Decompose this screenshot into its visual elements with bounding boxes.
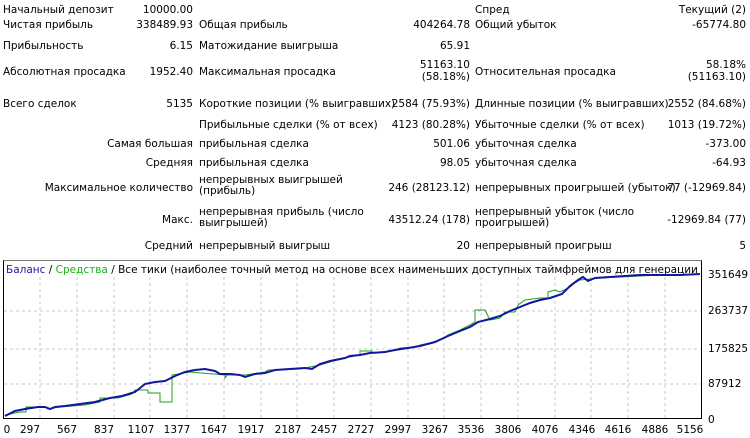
largest-loss-label: убыточная сделка [475,138,577,150]
gross-profit-label: Общая прибыль [199,19,288,31]
largest-loss-value: -373.00 [705,138,746,150]
spread-value: Текущий (2) [678,4,746,16]
initial-deposit-label: Начальный депозит [3,4,114,16]
max-count-prefix: Максимальное количество [44,182,193,194]
y-tick-label: 263737 [708,305,749,317]
avg-prefix: Средний [144,240,193,252]
x-tick-label: 3267 [421,424,449,436]
gross-loss-label: Общий убыток [475,19,557,31]
abs-drawdown-value: 1952.40 [149,66,193,78]
loss-trades-value: 1013 (19.72%) [667,119,746,131]
y-tick-label: 351649 [708,269,749,281]
x-tick-label: 1107 [127,424,155,436]
avg-consecutive-loss-label: непрерывный проигрыш [475,240,612,252]
max-drawdown-value-pct: (58.18%) [421,71,470,83]
profit-factor-value: 6.15 [169,40,193,52]
net-profit-label: Чистая прибыль [3,19,94,31]
max-consecutive-wins-label: непрерывных выигрышей (прибыль) [199,174,343,197]
x-tick-label: 837 [93,424,115,436]
gross-loss-value: -65774.80 [692,19,746,31]
largest-prefix: Самая большая [107,138,193,150]
max-consecutive-profit-label: непрерывная прибыль (число выигрышей) [199,206,364,229]
rel-drawdown-label: Относительная просадка [475,66,616,78]
average-loss-label: убыточная сделка [475,157,577,169]
x-tick-label: 297 [19,424,41,436]
max-drawdown-value-abs: 51163.10 [419,59,470,71]
chart-title-sep: / [45,264,56,276]
long-positions-label: Длинные позиции (% выигравших) [475,98,669,110]
x-tick-label: 1647 [200,424,228,436]
average-prefix: Средняя [145,157,193,169]
short-positions-value: 2584 (75.93%) [391,98,470,110]
x-tick-label: 4616 [604,424,632,436]
average-profit-value: 98.05 [439,157,470,169]
average-profit-label: прибыльная сделка [199,157,309,169]
net-profit-value: 338489.93 [136,19,193,31]
spread-label: Спред [475,4,510,16]
max-drawdown-label: Максимальная просадка [199,66,336,78]
gross-profit-value: 404264.78 [413,19,470,31]
chart-title-balance: Баланс [6,264,46,276]
max-consecutive-loss-label: непрерывный убыток (число проигрышей) [475,206,635,229]
x-tick-label: 2997 [384,424,412,436]
report-stats: Начальный депозит 10000.00 Спред Текущий… [3,4,746,252]
largest-profit-label: прибыльная сделка [199,138,309,150]
total-trades-value: 5135 [166,98,193,110]
largest-profit-value: 501.06 [433,138,470,150]
y-tick-label: 87912 [708,378,742,390]
x-tick-label: 3806 [494,424,522,436]
max-consecutive-losses-label: непрерывных проигрышей (убыток) [475,182,676,194]
y-tick-label: 0 [708,414,715,426]
chart-grid [4,277,701,418]
x-tick-label: 1377 [163,424,191,436]
profit-factor-label: Прибыльность [3,40,84,52]
profit-trades-value: 4123 (80.28%) [391,119,470,131]
x-tick-label: 2457 [310,424,338,436]
abs-drawdown-label: Абсолютная просадка [3,66,126,78]
x-tick-label: 2187 [274,424,302,436]
x-tick-label: 4346 [568,424,596,436]
max-consecutive-losses-value: 77 (-12969.84) [667,182,746,194]
max-consecutive-profit-value: 43512.24 (178) [388,214,470,226]
balance-line [4,273,701,417]
x-tick-label: 2727 [347,424,375,436]
x-tick-label: 5156 [676,424,704,436]
y-tick-label: 175825 [708,343,749,355]
balance-chart [3,260,702,419]
expected-payoff-value: 65.91 [439,40,470,52]
avg-consecutive-loss-value: 5 [739,240,746,252]
max-prefix: Макс. [162,214,193,226]
expected-payoff-label: Матожидание выигрыша [199,40,339,52]
x-tick-label: 567 [56,424,78,436]
total-trades-label: Всего сделок [3,98,77,110]
max-consecutive-loss-value: -12969.84 (77) [667,214,746,226]
rel-drawdown-value-abs: (51163.10) [687,71,746,83]
avg-consecutive-win-label: непрерывный выигрыш [199,240,331,252]
short-positions-label: Короткие позиции (% выигравших) [199,98,396,110]
avg-consecutive-win-value: 20 [456,240,470,252]
rel-drawdown-value-pct: 58.18% [705,59,746,71]
x-tick-label: 0 [3,424,11,436]
loss-trades-label: Убыточные сделки (% от всех) [475,119,645,131]
long-positions-value: 2552 (84.68%) [667,98,746,110]
chart-title: Баланс / Средства / Все тики (наиболее т… [6,263,702,277]
x-tick-label: 4076 [531,424,559,436]
equity-line [4,273,701,416]
chart-title-rest: / Все тики (наиболее точный метод на осн… [111,264,702,276]
initial-deposit-value: 10000.00 [142,4,193,16]
max-consecutive-wins-value: 246 (28123.12) [388,182,470,194]
average-loss-value: -64.93 [712,157,746,169]
profit-trades-label: Прибыльные сделки (% от всех) [199,119,378,131]
x-tick-label: 1917 [237,424,265,436]
x-tick-label: 4886 [641,424,669,436]
chart-title-equity: Средства [55,264,108,276]
x-tick-label: 3536 [457,424,485,436]
